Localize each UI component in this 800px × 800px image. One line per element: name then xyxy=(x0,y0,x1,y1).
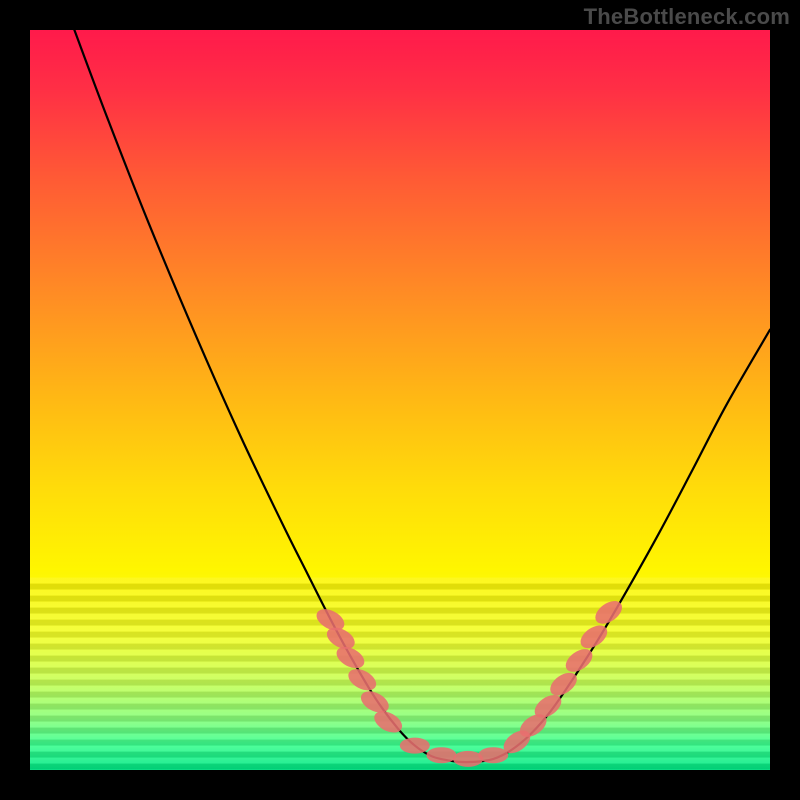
watermark-text: TheBottleneck.com xyxy=(584,4,790,30)
marker-ellipse xyxy=(478,747,508,763)
plot-area xyxy=(30,30,770,770)
marker-ellipse xyxy=(400,738,430,754)
marker-ellipse xyxy=(453,751,483,767)
plot-svg xyxy=(30,30,770,770)
marker-ellipse xyxy=(426,747,456,763)
banding-overlay xyxy=(30,578,770,770)
figure-root: TheBottleneck.com xyxy=(0,0,800,800)
